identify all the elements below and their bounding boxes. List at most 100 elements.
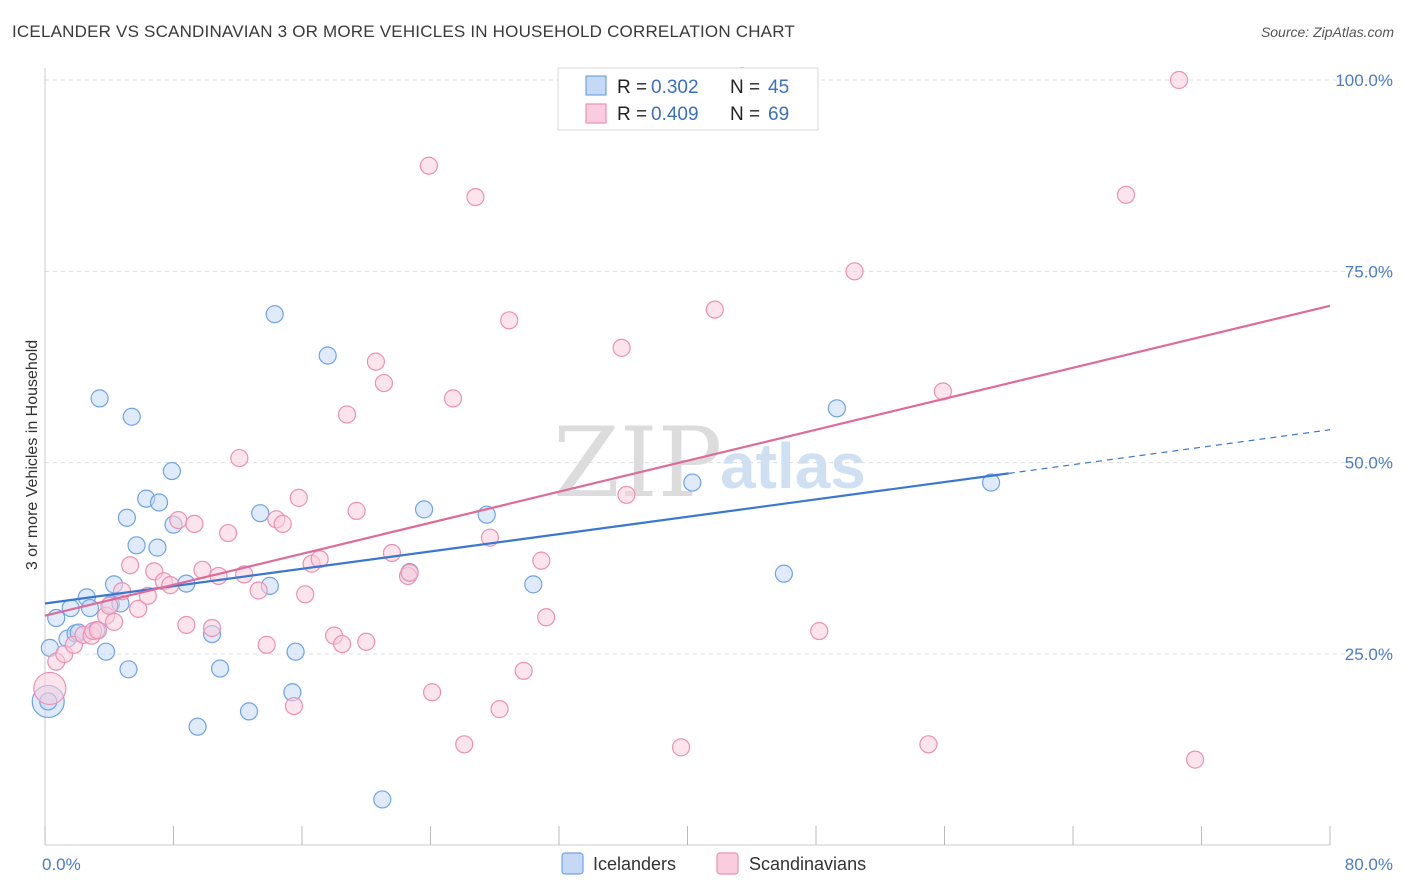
legend-swatch-icelanders	[585, 75, 607, 96]
point-scandinavians-12	[121, 556, 140, 575]
point-scandinavians-37	[333, 634, 352, 654]
legend-n-label-2: N =	[730, 104, 760, 125]
point-scandinavians-7	[88, 621, 108, 640]
point-scandinavians-18	[169, 510, 188, 530]
point-scandinavians-60	[810, 621, 829, 641]
watermark-zip-text: ZIP	[553, 407, 722, 519]
y-tick-label-0: 25.0%	[1345, 645, 1393, 664]
legend-r-label-2: R =	[617, 104, 647, 125]
y-axis-title: 3 or more Vehicles in Household	[24, 340, 41, 570]
point-scandinavians-19	[177, 615, 196, 635]
point-scandinavians-66	[1185, 750, 1205, 769]
point-icelanders-40	[683, 473, 702, 492]
legend-n-value-1: 45	[768, 77, 789, 98]
point-scandinavians-39	[347, 501, 366, 520]
legend-r-value-2: 0.409	[651, 104, 699, 125]
legend-swatch-scandinavians	[585, 103, 607, 124]
point-scandinavians-45	[419, 156, 438, 175]
point-scandinavians-53	[514, 661, 533, 680]
correlation-legend: R = 0.302 N = 45 R = 0.409 N = 69	[557, 67, 819, 131]
point-scandinavians-62	[919, 735, 938, 754]
point-icelanders-39	[524, 575, 543, 594]
point-scandinavians-22	[202, 618, 222, 638]
point-scandinavians-20	[185, 514, 204, 533]
legend-n-label-1: N =	[730, 77, 760, 98]
point-scandinavians-65	[1169, 70, 1189, 90]
point-scandinavians-27	[249, 581, 268, 600]
point-scandinavians-30	[273, 514, 292, 533]
trend-lines	[44, 304, 1331, 617]
point-scandinavians-43	[382, 543, 402, 563]
point-icelanders-25	[188, 717, 207, 736]
point-icelanders-20	[148, 538, 167, 557]
y-tick-label-2: 75.0%	[1345, 262, 1393, 281]
source-label: Source: ZipAtlas.com	[1260, 24, 1394, 40]
point-icelanders-43	[981, 473, 1001, 492]
point-scandinavians-31	[284, 696, 304, 716]
y-tick-labels: 25.0% 50.0% 75.0% 100.0%	[1335, 71, 1393, 664]
point-scandinavians-48	[455, 735, 474, 754]
point-scandinavians-68	[400, 563, 419, 582]
point-icelanders-28	[239, 702, 259, 721]
y-tick-label-1: 50.0%	[1345, 454, 1393, 473]
grid-lines	[45, 79, 1392, 655]
point-scandinavians-55	[612, 338, 631, 357]
point-scandinavians-10	[104, 612, 124, 631]
point-icelanders-41	[774, 564, 793, 583]
legend-r-label-1: R =	[617, 77, 647, 98]
axes	[44, 68, 1331, 846]
point-scandinavians-58	[705, 300, 724, 319]
series-legend: Icelanders Scandinavians	[561, 852, 866, 875]
point-icelanders-8	[80, 598, 100, 618]
point-scandinavians-0	[33, 671, 67, 706]
watermark-atlas-text: atlas	[720, 430, 866, 502]
point-scandinavians-24	[219, 523, 238, 543]
point-scandinavians-56	[617, 485, 636, 504]
point-scandinavians-28	[257, 635, 276, 654]
watermark: ZIP atlas	[553, 407, 866, 519]
series-swatch-icelanders	[561, 852, 584, 875]
point-scandinavians-64	[1116, 185, 1136, 204]
trend-extension-icelanders	[1008, 429, 1331, 474]
x-tick-label-0: 0.0%	[42, 855, 81, 874]
data-points	[31, 67, 1205, 809]
point-icelanders-21	[149, 493, 169, 512]
point-scandinavians-46	[423, 683, 442, 702]
point-icelanders-27	[210, 659, 230, 678]
point-scandinavians-41	[366, 352, 385, 371]
point-scandinavians-42	[374, 373, 394, 393]
trend-line-icelanders	[44, 472, 1009, 605]
point-icelanders-33	[286, 642, 305, 661]
point-scandinavians-49	[466, 187, 485, 207]
point-scandinavians-54	[537, 608, 556, 627]
series-swatch-scandinavians	[716, 852, 739, 875]
point-icelanders-34	[318, 346, 337, 365]
x-tick-label-1: 80.0%	[1345, 855, 1393, 874]
point-scandinavians-67	[532, 551, 551, 570]
x-tick-labels: 0.0% 80.0%	[42, 855, 1393, 874]
point-scandinavians-52	[500, 311, 519, 330]
point-icelanders-42	[827, 399, 846, 418]
point-icelanders-29	[251, 504, 270, 523]
point-icelanders-10	[90, 389, 109, 408]
trend-line-scandinavians	[44, 304, 1331, 617]
point-scandinavians-33	[296, 585, 315, 604]
series-label-scandinavians: Scandinavians	[749, 854, 866, 874]
legend-r-value-1: 0.302	[651, 77, 699, 98]
point-scandinavians-38	[337, 405, 357, 424]
y-tick-label-3: 100.0%	[1335, 71, 1393, 90]
point-scandinavians-51	[490, 700, 509, 719]
point-icelanders-18	[127, 536, 146, 555]
point-scandinavians-25	[230, 448, 249, 468]
point-scandinavians-47	[443, 389, 463, 408]
point-scandinavians-57	[671, 738, 691, 757]
point-scandinavians-40	[357, 632, 376, 651]
series-label-icelanders: Icelanders	[593, 854, 676, 874]
point-icelanders-16	[119, 660, 138, 679]
point-scandinavians-32	[289, 488, 308, 507]
point-icelanders-37	[414, 500, 434, 519]
point-icelanders-11	[96, 642, 116, 661]
point-icelanders-17	[122, 407, 141, 426]
point-icelanders-22	[162, 461, 181, 481]
